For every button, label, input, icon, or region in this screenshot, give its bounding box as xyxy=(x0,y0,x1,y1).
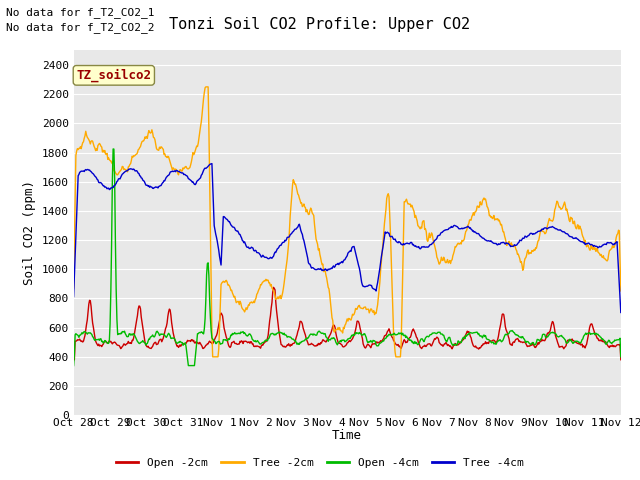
Text: Tonzi Soil CO2 Profile: Upper CO2: Tonzi Soil CO2 Profile: Upper CO2 xyxy=(170,17,470,32)
Y-axis label: Soil CO2 (ppm): Soil CO2 (ppm) xyxy=(23,180,36,285)
Legend: Open -2cm, Tree -2cm, Open -4cm, Tree -4cm: Open -2cm, Tree -2cm, Open -4cm, Tree -4… xyxy=(112,453,528,472)
Text: No data for f_T2_CO2_1: No data for f_T2_CO2_1 xyxy=(6,7,155,18)
X-axis label: Time: Time xyxy=(332,430,362,443)
Text: TZ_soilco2: TZ_soilco2 xyxy=(76,69,151,82)
Text: No data for f_T2_CO2_2: No data for f_T2_CO2_2 xyxy=(6,22,155,33)
